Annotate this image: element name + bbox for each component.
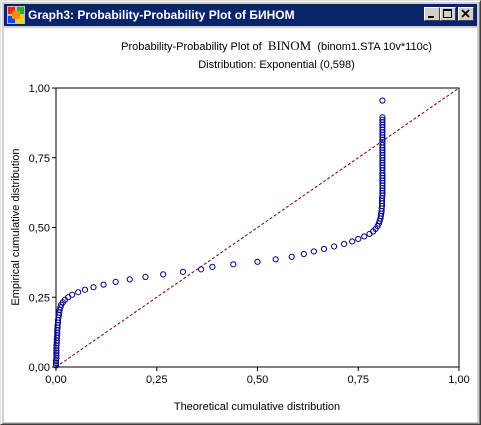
- y-tick-label: 0,25: [29, 292, 50, 304]
- data-point: [310, 248, 318, 255]
- maximize-button[interactable]: [440, 7, 456, 21]
- data-point: [75, 289, 82, 296]
- chart-title-suffix: (binom1.STA 10v*110c): [317, 41, 432, 53]
- minimize-icon: [428, 16, 434, 18]
- data-point: [379, 116, 386, 123]
- data-point: [81, 286, 89, 293]
- x-tick-label: 0,25: [146, 374, 167, 386]
- data-point: [361, 233, 368, 240]
- data-point: [254, 258, 261, 265]
- data-point: [272, 256, 279, 263]
- data-point: [341, 240, 348, 248]
- data-point: [142, 273, 149, 280]
- app-icon[interactable]: [7, 6, 25, 24]
- y-tick-label: 1,00: [29, 83, 50, 95]
- x-tick-label: 0,75: [348, 374, 369, 386]
- chart-title: Probability-Probability Plot of BINOM (b…: [109, 38, 444, 54]
- data-point: [320, 245, 328, 253]
- data-point: [300, 250, 307, 258]
- data-point: [126, 276, 133, 283]
- reference-line: [55, 87, 460, 368]
- chart-title-series: BINOM: [267, 38, 312, 53]
- data-point: [69, 291, 76, 298]
- data-point: [288, 253, 295, 260]
- data-point: [330, 243, 338, 250]
- x-tick-label: 0,50: [247, 374, 268, 386]
- pp-plot: 0,00 0,25 0,50 0,75 1,00 0,00 0,25 0,50 0,75 1,00…: [10, 83, 470, 413]
- y-tick-label: 0,00: [29, 362, 50, 374]
- data-point: [209, 263, 216, 270]
- x-axis-label: Theoretical cumulative distribution: [174, 401, 340, 413]
- title-bar[interactable]: Graph3: Probability-Probability Plot of …: [4, 4, 477, 26]
- close-icon: [461, 9, 470, 18]
- maximize-icon: [443, 9, 452, 18]
- chart-subtitle: Distribution: Exponential (0,598): [198, 59, 355, 71]
- y-tick-label: 0,75: [29, 153, 50, 165]
- close-button[interactable]: [458, 7, 474, 21]
- chart-title-prefix: Probability-Probability Plot of: [121, 41, 262, 53]
- y-tick-label: 0,50: [29, 223, 50, 235]
- data-point: [230, 261, 237, 268]
- data-point: [90, 284, 97, 291]
- y-axis-label: Empirical cumulative distribution: [10, 148, 22, 305]
- data-point: [100, 281, 107, 288]
- data-point: [349, 238, 356, 245]
- x-tick-label: 1,00: [448, 374, 469, 386]
- data-point: [355, 235, 362, 243]
- data-point: [179, 268, 187, 275]
- data-point: [160, 271, 167, 278]
- minimize-button[interactable]: [424, 7, 440, 21]
- data-point: [197, 266, 205, 273]
- window-title: Graph3: Probability-Probability Plot of …: [28, 8, 295, 22]
- chart-area: Probability-Probability Plot of BINOM (b…: [4, 28, 477, 422]
- data-point: [379, 114, 386, 121]
- x-tick-label: 0,00: [45, 374, 66, 386]
- data-point: [379, 97, 386, 104]
- data-point: [112, 278, 119, 286]
